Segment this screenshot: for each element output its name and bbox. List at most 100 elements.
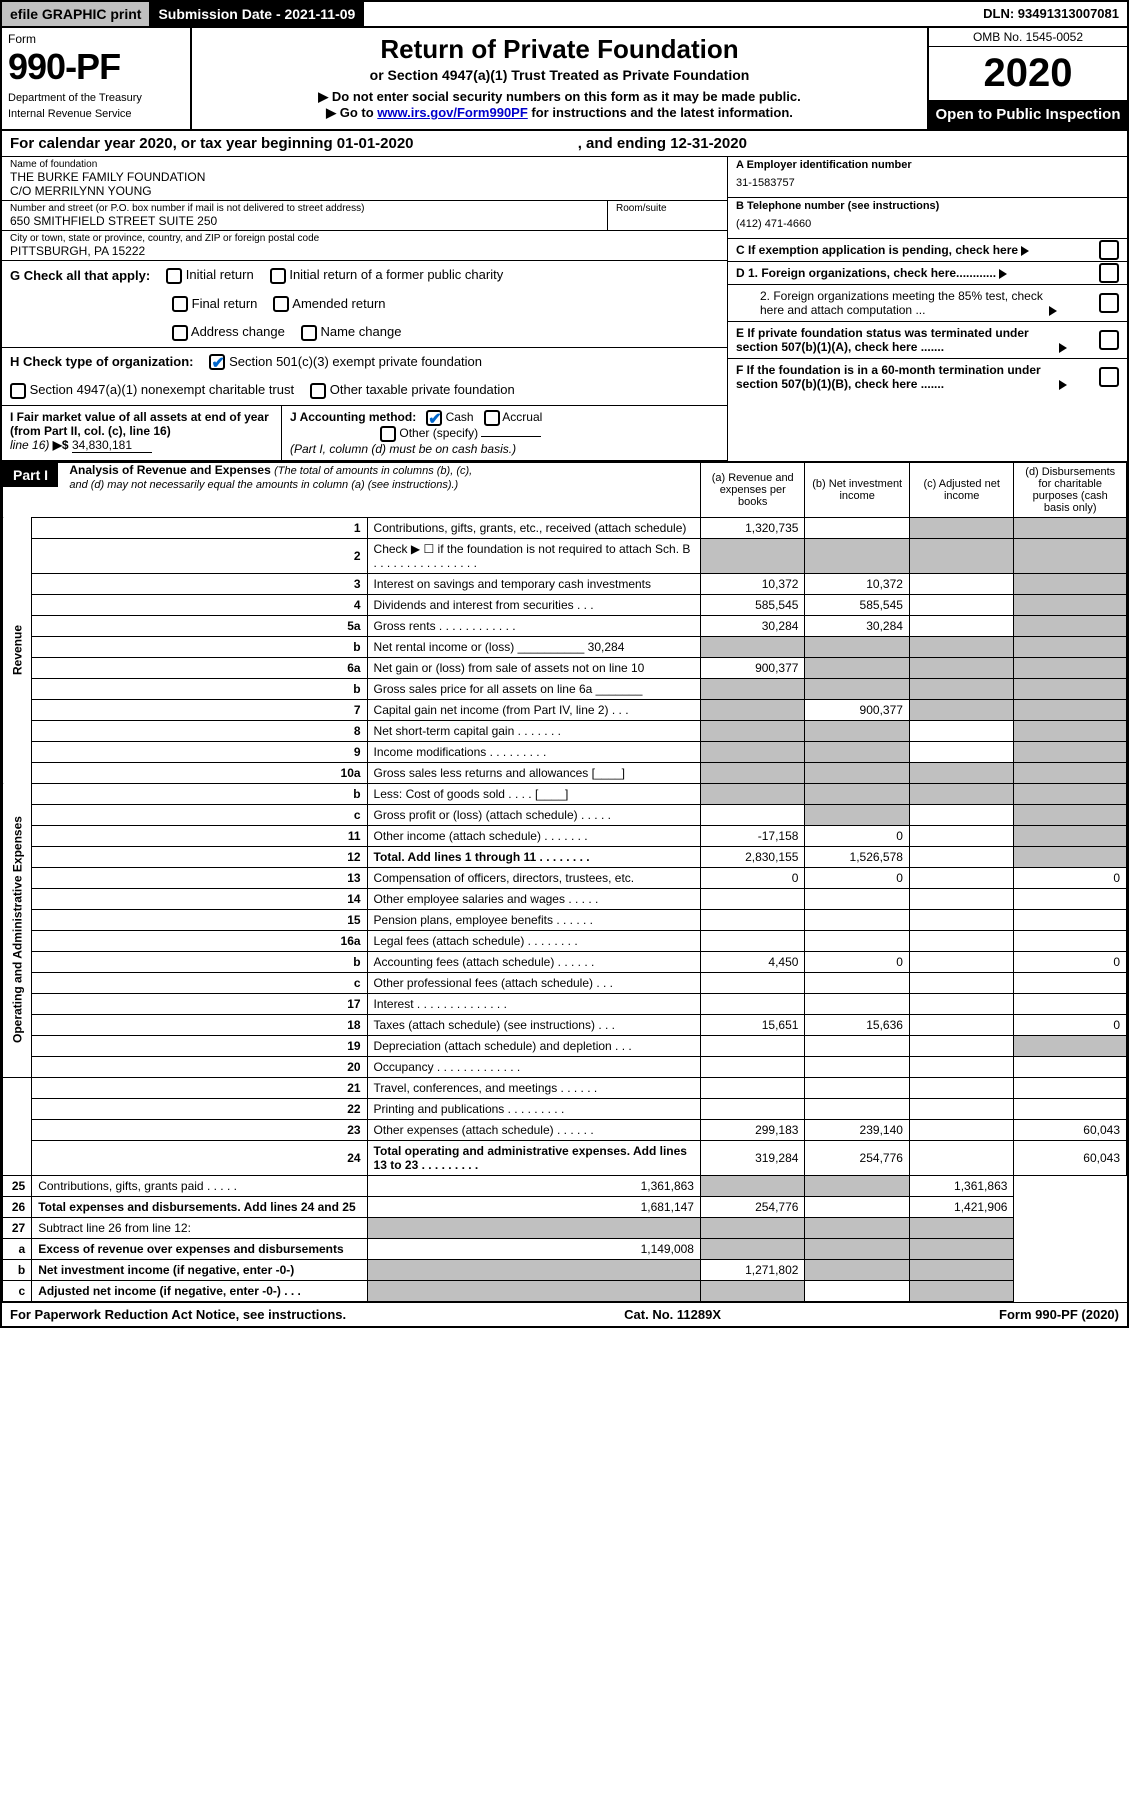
efile-label: efile GRAPHIC print xyxy=(2,2,150,26)
g-opt-0: Initial return xyxy=(186,267,254,282)
cell-a xyxy=(700,538,804,573)
part1-label: Part I xyxy=(3,463,58,487)
cell-a xyxy=(700,762,804,783)
dept-irs: Internal Revenue Service xyxy=(8,108,184,120)
cell-c xyxy=(909,762,1013,783)
j-accrual: Accrual xyxy=(502,410,542,424)
checkbox-accrual[interactable] xyxy=(484,410,500,426)
cell-c xyxy=(909,1119,1013,1140)
cell-a xyxy=(700,909,804,930)
table-row: 17Interest . . . . . . . . . . . . . . xyxy=(3,993,1127,1014)
line-number: c xyxy=(32,804,367,825)
cell-b xyxy=(700,1217,804,1238)
cell-b xyxy=(805,678,909,699)
goto-note: ▶ Go to www.irs.gov/Form990PF for instru… xyxy=(202,105,917,121)
line-description: Depreciation (attach schedule) and deple… xyxy=(367,1035,700,1056)
checkbox-address-change[interactable] xyxy=(172,325,188,341)
checkbox-d1[interactable] xyxy=(1099,263,1119,283)
cell-b: 15,636 xyxy=(805,1014,909,1035)
checkbox-c-pending[interactable] xyxy=(1099,240,1119,260)
checkbox-cash[interactable] xyxy=(426,410,442,426)
table-row: 15Pension plans, employee benefits . . .… xyxy=(3,909,1127,930)
cell-a: 4,450 xyxy=(700,951,804,972)
line-number: 26 xyxy=(3,1196,32,1217)
cell-a xyxy=(700,1077,804,1098)
line-description: Gross rents . . . . . . . . . . . . xyxy=(367,615,700,636)
form-url-link[interactable]: www.irs.gov/Form990PF xyxy=(377,105,528,120)
cell-a: 2,830,155 xyxy=(700,846,804,867)
table-row: bGross sales price for all assets on lin… xyxy=(3,678,1127,699)
line-number: b xyxy=(32,951,367,972)
checkbox-name-change[interactable] xyxy=(301,325,317,341)
line-number: 20 xyxy=(32,1056,367,1077)
line-number: 7 xyxy=(32,699,367,720)
checkbox-d2[interactable] xyxy=(1099,293,1119,313)
checkbox-e[interactable] xyxy=(1099,330,1119,350)
cell-dd xyxy=(1014,741,1127,762)
cell-c xyxy=(909,636,1013,657)
table-row: 21Travel, conferences, and meetings . . … xyxy=(3,1077,1127,1098)
cell-b xyxy=(700,1175,804,1196)
checkbox-f[interactable] xyxy=(1099,367,1119,387)
cell-c xyxy=(909,538,1013,573)
table-row: bNet investment income (if negative, ent… xyxy=(3,1259,1127,1280)
line-description: Printing and publications . . . . . . . … xyxy=(367,1098,700,1119)
line-description: Other professional fees (attach schedule… xyxy=(367,972,700,993)
table-row: 26Total expenses and disbursements. Add … xyxy=(3,1196,1127,1217)
cell-dd xyxy=(1014,783,1127,804)
info-block: Name of foundation THE BURKE FAMILY FOUN… xyxy=(2,157,1127,462)
line-description: Gross profit or (loss) (attach schedule)… xyxy=(367,804,700,825)
line-number: 13 xyxy=(32,867,367,888)
line-description: Check ▶ ☐ if the foundation is not requi… xyxy=(367,538,700,573)
g-label: G Check all that apply: xyxy=(10,268,150,283)
cell-b xyxy=(700,1238,804,1259)
table-row: 18Taxes (attach schedule) (see instructi… xyxy=(3,1014,1127,1035)
checkbox-amended[interactable] xyxy=(273,296,289,312)
checkbox-initial-return[interactable] xyxy=(166,268,182,284)
table-row: 16aLegal fees (attach schedule) . . . . … xyxy=(3,930,1127,951)
cell-c xyxy=(909,1035,1013,1056)
cell-b xyxy=(805,762,909,783)
checkbox-final-return[interactable] xyxy=(172,296,188,312)
cell-dd xyxy=(1014,594,1127,615)
checkbox-other-taxable[interactable] xyxy=(310,383,326,399)
ein-label: A Employer identification number xyxy=(736,159,1119,171)
cell-c xyxy=(909,804,1013,825)
name-label: Name of foundation xyxy=(10,159,719,170)
line-description: Compensation of officers, directors, tru… xyxy=(367,867,700,888)
table-row: 19Depreciation (attach schedule) and dep… xyxy=(3,1035,1127,1056)
cell-dd: 1,421,906 xyxy=(909,1196,1013,1217)
cell-c xyxy=(805,1238,909,1259)
line-description: Legal fees (attach schedule) . . . . . .… xyxy=(367,930,700,951)
dept-treasury: Department of the Treasury xyxy=(8,92,184,104)
line-number: 25 xyxy=(3,1175,32,1196)
line-number: 15 xyxy=(32,909,367,930)
cell-b: 254,776 xyxy=(700,1196,804,1217)
line-description: Less: Cost of goods sold . . . . [____] xyxy=(367,783,700,804)
cell-a xyxy=(367,1259,700,1280)
table-row: cOther professional fees (attach schedul… xyxy=(3,972,1127,993)
cell-b: 239,140 xyxy=(805,1119,909,1140)
city-label: City or town, state or province, country… xyxy=(10,233,719,244)
goto-post: for instructions and the latest informat… xyxy=(528,105,793,120)
checkbox-other-method[interactable] xyxy=(380,426,396,442)
d1-label: D 1. Foreign organizations, check here..… xyxy=(736,266,996,280)
checkbox-4947[interactable] xyxy=(10,383,26,399)
cell-c xyxy=(909,1077,1013,1098)
submission-date: Submission Date - 2021-11-09 xyxy=(150,2,364,26)
line-number: 1 xyxy=(32,517,367,538)
col-b-header: (b) Net investment income xyxy=(805,462,909,517)
checkbox-initial-former[interactable] xyxy=(270,268,286,284)
cat-number: Cat. No. 11289X xyxy=(624,1307,721,1322)
line-description: Other employee salaries and wages . . . … xyxy=(367,888,700,909)
cell-c xyxy=(805,1217,909,1238)
table-row: 14Other employee salaries and wages . . … xyxy=(3,888,1127,909)
arrow-icon xyxy=(1049,306,1057,316)
table-row: 23Other expenses (attach schedule) . . .… xyxy=(3,1119,1127,1140)
cell-dd xyxy=(1014,930,1127,951)
line-description: Other income (attach schedule) . . . . .… xyxy=(367,825,700,846)
checkbox-501c3[interactable] xyxy=(209,354,225,370)
cell-dd xyxy=(1014,517,1127,538)
cell-b: 585,545 xyxy=(805,594,909,615)
calyear-end: , and ending 12-31-2020 xyxy=(578,135,747,152)
